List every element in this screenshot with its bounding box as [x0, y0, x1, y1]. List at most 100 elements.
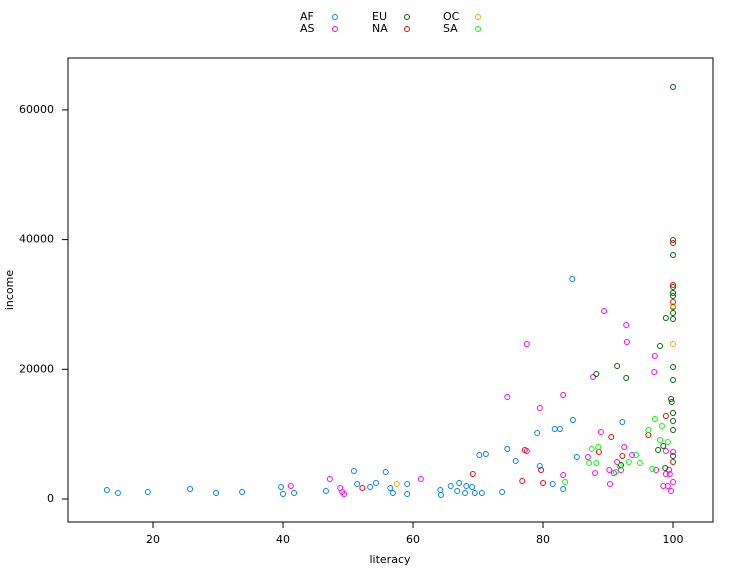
point: [662, 470, 669, 477]
point: [593, 460, 600, 467]
point: [291, 489, 298, 496]
point: [664, 438, 671, 445]
legend-label: AF: [300, 10, 314, 23]
x-tick-label: 80: [536, 533, 550, 546]
point: [592, 469, 599, 476]
point: [645, 426, 652, 433]
point: [462, 489, 469, 496]
point: [393, 481, 400, 488]
point: [608, 434, 615, 441]
point: [417, 476, 424, 483]
y-tick-label: 0: [47, 492, 54, 505]
y-axis-label: income: [3, 270, 16, 311]
point: [456, 479, 463, 486]
point: [662, 464, 669, 471]
point: [612, 469, 619, 476]
point: [556, 426, 563, 433]
point: [341, 491, 348, 498]
x-tick-label: 100: [663, 533, 684, 546]
point: [447, 483, 454, 490]
point: [586, 460, 593, 467]
point: [478, 489, 485, 496]
point: [670, 453, 677, 460]
point: [668, 488, 675, 495]
point: [387, 484, 394, 491]
point: [213, 489, 220, 496]
point: [645, 431, 652, 438]
x-axis-label: literacy: [369, 553, 411, 566]
point: [670, 252, 677, 259]
x-tick-label: 60: [406, 533, 420, 546]
point: [404, 481, 411, 488]
legend-label: NA: [372, 22, 388, 35]
point: [662, 448, 669, 455]
y-tick-label: 20000: [19, 362, 54, 375]
point: [389, 489, 396, 496]
point: [606, 467, 613, 474]
point: [636, 460, 643, 467]
point: [538, 467, 545, 474]
legend-label: EU: [372, 10, 387, 23]
point: [382, 469, 389, 476]
point: [632, 451, 639, 458]
point: [476, 452, 483, 459]
legend-symbol: [404, 26, 410, 32]
point: [670, 426, 677, 433]
point: [584, 453, 591, 460]
point: [666, 470, 673, 477]
point: [670, 298, 677, 305]
legend-label: SA: [443, 22, 458, 35]
point: [668, 395, 675, 402]
point: [662, 315, 669, 322]
legend-label: AS: [300, 22, 315, 35]
point: [536, 405, 543, 412]
x-tick-label: 40: [276, 533, 290, 546]
point: [278, 484, 285, 491]
point: [670, 284, 677, 291]
point: [534, 429, 541, 436]
point: [670, 458, 677, 465]
point: [569, 276, 576, 283]
point: [670, 239, 677, 246]
point: [629, 451, 636, 458]
point: [280, 491, 287, 498]
point: [670, 289, 677, 296]
point: [623, 322, 630, 329]
point: [670, 448, 677, 455]
point: [437, 486, 444, 493]
point: [655, 446, 662, 453]
point: [664, 483, 671, 490]
point: [404, 491, 411, 498]
point: [621, 443, 628, 450]
point: [350, 467, 357, 474]
point: [595, 448, 602, 455]
point: [623, 374, 630, 381]
point: [287, 483, 294, 490]
point: [504, 445, 511, 452]
y-tick-label: 60000: [19, 103, 54, 116]
point: [601, 307, 608, 314]
point: [670, 341, 677, 348]
point: [359, 484, 366, 491]
point: [662, 412, 669, 419]
legend-symbol: [404, 14, 410, 20]
point: [670, 376, 677, 383]
point: [595, 443, 602, 450]
legend-symbol: [475, 26, 481, 32]
point: [573, 453, 580, 460]
point: [103, 486, 110, 493]
point: [619, 453, 626, 460]
point: [606, 481, 613, 488]
point: [560, 486, 567, 493]
point: [653, 467, 660, 474]
point: [658, 422, 665, 429]
plot-frame: [67, 57, 714, 523]
point: [670, 364, 677, 371]
point: [670, 479, 677, 486]
point: [519, 477, 526, 484]
point: [597, 429, 604, 436]
point: [482, 450, 489, 457]
point: [144, 488, 151, 495]
point: [670, 417, 677, 424]
